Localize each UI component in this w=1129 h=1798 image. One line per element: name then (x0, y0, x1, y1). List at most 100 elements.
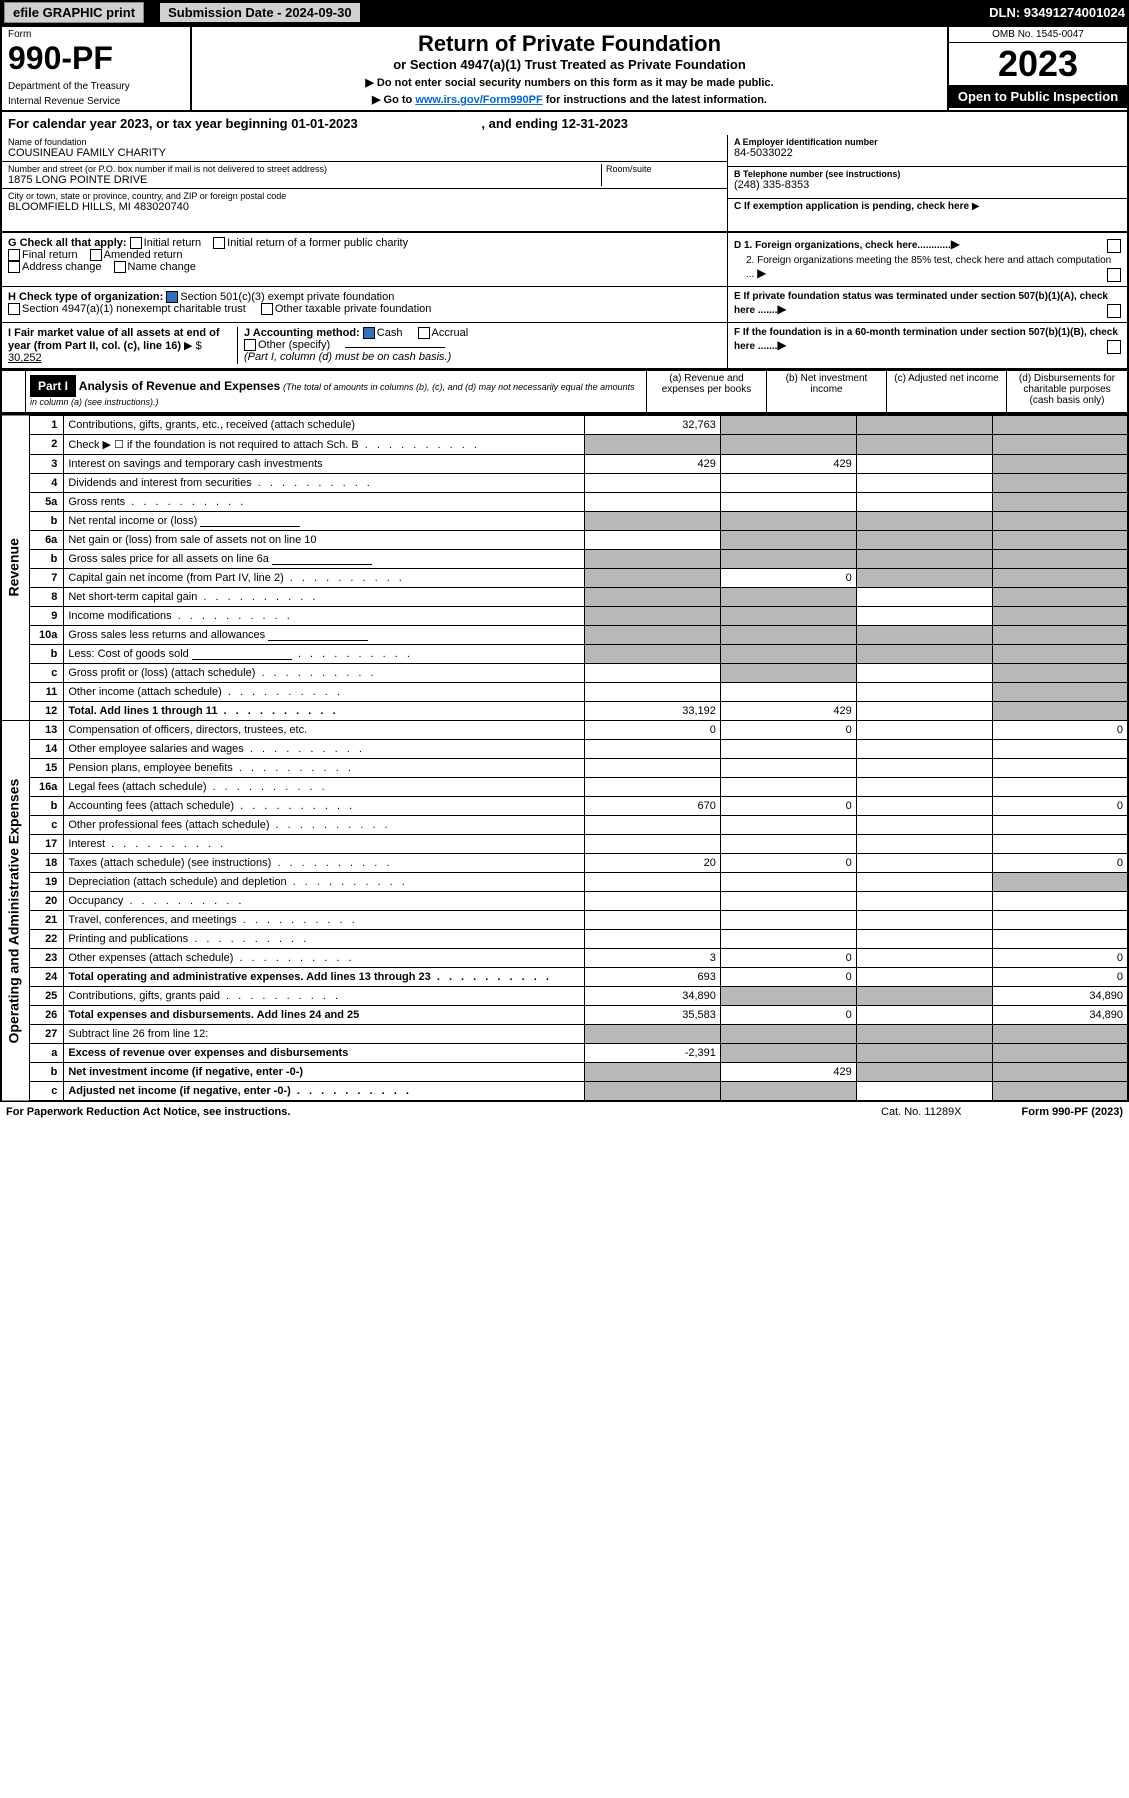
line-desc: Depreciation (attach schedule) and deple… (64, 873, 585, 892)
g-checkbox-5[interactable] (114, 261, 126, 273)
calendar-year-row: For calendar year 2023, or tax year begi… (0, 112, 1129, 135)
cell-b (720, 1044, 856, 1063)
cell-a (585, 664, 721, 683)
line-desc: Excess of revenue over expenses and disb… (64, 1044, 585, 1063)
g-checkbox-0[interactable] (130, 237, 142, 249)
cell-d (992, 1025, 1128, 1044)
form-title: Return of Private Foundation (196, 31, 943, 57)
cell-a: 3 (585, 949, 721, 968)
line-desc: Other income (attach schedule) (64, 683, 585, 702)
cell-a (585, 740, 721, 759)
cell-a (585, 550, 721, 569)
cell-c (856, 1063, 992, 1082)
ein: 84-5033022 (734, 147, 1121, 159)
cell-c (856, 645, 992, 664)
cell-b (720, 911, 856, 930)
cell-b (720, 1025, 856, 1044)
g-checkbox-2[interactable] (8, 249, 20, 261)
cell-d (992, 626, 1128, 645)
line-desc: Contributions, gifts, grants paid (64, 987, 585, 1006)
cell-c (856, 911, 992, 930)
cell-c (856, 550, 992, 569)
g-checkbox-4[interactable] (8, 261, 20, 273)
table-row: 9Income modifications (1, 607, 1128, 626)
cell-d (992, 415, 1128, 435)
table-row: 5aGross rents (1, 493, 1128, 512)
cell-a (585, 759, 721, 778)
line-number: 10a (30, 626, 64, 645)
cell-d (992, 759, 1128, 778)
part1-header: Part I Analysis of Revenue and Expenses … (0, 370, 1129, 414)
section-ij: I Fair market value of all assets at end… (0, 323, 1129, 370)
line-desc: Other professional fees (attach schedule… (64, 816, 585, 835)
cell-d (992, 873, 1128, 892)
phone-label: B Telephone number (see instructions) (734, 169, 1121, 179)
line-number: 1 (30, 415, 64, 435)
line-desc: Interest on savings and temporary cash i… (64, 455, 585, 474)
d2-label: 2. Foreign organizations meeting the 85%… (746, 255, 1111, 280)
h-other-checkbox[interactable] (261, 303, 273, 315)
g-item-2: Final return (8, 249, 78, 261)
g-checkbox-1[interactable] (213, 237, 225, 249)
room-label: Room/suite (606, 164, 721, 174)
h-4947-checkbox[interactable] (8, 303, 20, 315)
cell-d (992, 569, 1128, 588)
cell-b (720, 835, 856, 854)
table-row: 2Check ▶ ☐ if the foundation is not requ… (1, 435, 1128, 455)
cell-c (856, 455, 992, 474)
table-row: 14Other employee salaries and wages (1, 740, 1128, 759)
line-desc: Other expenses (attach schedule) (64, 949, 585, 968)
j-accrual-checkbox[interactable] (418, 327, 430, 339)
line-desc: Legal fees (attach schedule) (64, 778, 585, 797)
part1-table: Revenue1Contributions, gifts, grants, et… (0, 414, 1129, 1102)
print-button[interactable]: efile GRAPHIC print (4, 2, 144, 23)
entity-info: Name of foundation COUSINEAU FAMILY CHAR… (0, 135, 1129, 233)
line-number: b (30, 797, 64, 816)
table-row: 8Net short-term capital gain (1, 588, 1128, 607)
d2-checkbox[interactable] (1107, 268, 1121, 282)
cell-d (992, 664, 1128, 683)
goto-note: ▶ Go to www.irs.gov/Form990PF for instru… (196, 93, 943, 106)
e-checkbox[interactable] (1107, 304, 1121, 318)
cell-b (720, 1082, 856, 1102)
table-row: 4Dividends and interest from securities (1, 474, 1128, 493)
cell-c (856, 740, 992, 759)
c-label: C If exemption application is pending, c… (734, 201, 969, 212)
cell-a (585, 911, 721, 930)
line-number: 7 (30, 569, 64, 588)
table-row: 26Total expenses and disbursements. Add … (1, 1006, 1128, 1025)
f-checkbox[interactable] (1107, 340, 1121, 354)
cell-d: 34,890 (992, 1006, 1128, 1025)
cell-c (856, 778, 992, 797)
g-item-0: Initial return (130, 237, 201, 249)
table-row: aExcess of revenue over expenses and dis… (1, 1044, 1128, 1063)
line-desc: Income modifications (64, 607, 585, 626)
cell-c (856, 531, 992, 550)
j-cash-checkbox[interactable] (363, 327, 375, 339)
cell-d (992, 778, 1128, 797)
h-501c3-checkbox[interactable] (166, 291, 178, 303)
cell-a (585, 474, 721, 493)
line-desc: Net short-term capital gain (64, 588, 585, 607)
d1-checkbox[interactable] (1107, 239, 1121, 253)
cell-a (585, 493, 721, 512)
cell-b: 0 (720, 854, 856, 873)
cell-a (585, 1063, 721, 1082)
line-number: 25 (30, 987, 64, 1006)
line-desc: Interest (64, 835, 585, 854)
table-row: 3Interest on savings and temporary cash … (1, 455, 1128, 474)
table-row: 19Depreciation (attach schedule) and dep… (1, 873, 1128, 892)
col-c-header: (c) Adjusted net income (887, 371, 1007, 412)
line-desc: Gross rents (64, 493, 585, 512)
col-d-header: (d) Disbursements for charitable purpose… (1007, 371, 1127, 412)
line-number: b (30, 512, 64, 531)
cell-c (856, 683, 992, 702)
section-h: H Check type of organization: Section 50… (0, 287, 1129, 323)
form990pf-link[interactable]: www.irs.gov/Form990PF (415, 94, 542, 106)
j-other-checkbox[interactable] (244, 339, 256, 351)
cell-b (720, 816, 856, 835)
dept-treasury: Department of the Treasury (8, 81, 184, 92)
line-desc: Gross profit or (loss) (attach schedule) (64, 664, 585, 683)
cell-d: 0 (992, 968, 1128, 987)
g-checkbox-3[interactable] (90, 249, 102, 261)
